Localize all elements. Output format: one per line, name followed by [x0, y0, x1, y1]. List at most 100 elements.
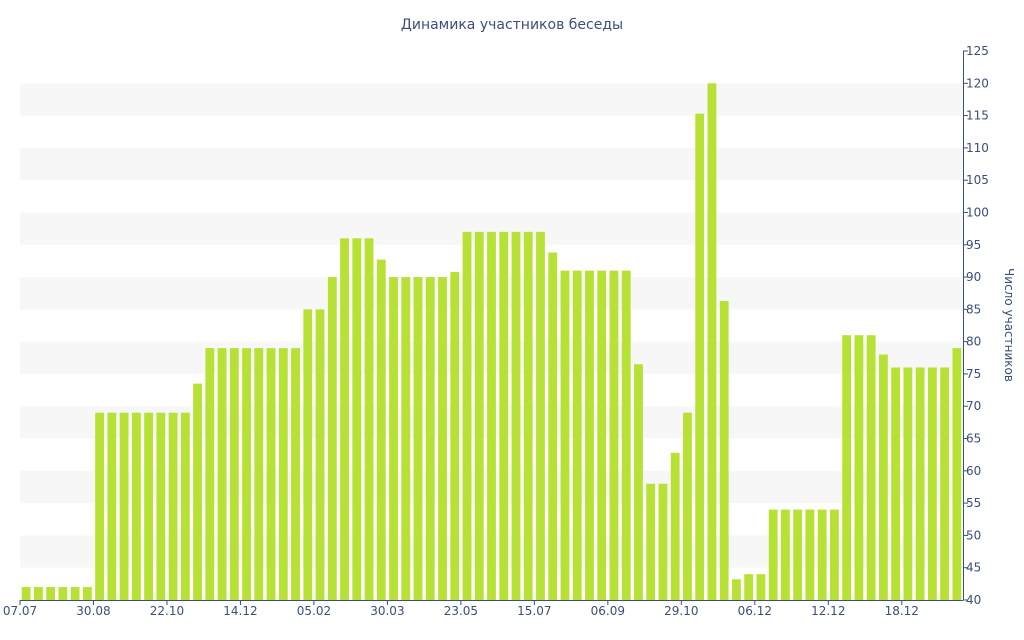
x-tick-label: 06.12: [738, 604, 772, 618]
bar: [95, 412, 105, 600]
bar: [915, 367, 925, 600]
bar: [278, 348, 288, 600]
x-tick-label: 30.08: [76, 604, 110, 618]
bar: [548, 252, 558, 600]
bar: [866, 335, 876, 600]
x-tick-label: 15.07: [517, 604, 551, 618]
bar: [927, 367, 937, 600]
x-tick-label: 06.09: [591, 604, 625, 618]
bar: [401, 277, 411, 600]
bar: [303, 309, 313, 600]
bar: [82, 587, 92, 600]
x-tick-label: 12.12: [811, 604, 845, 618]
y-tick-label: 125: [966, 44, 989, 58]
bar: [781, 509, 790, 600]
bar: [719, 300, 729, 600]
bar: [536, 231, 545, 600]
bar: [156, 412, 166, 600]
bar: [254, 348, 264, 600]
y-tick-label: 40: [966, 593, 981, 607]
y-tick-label: 90: [966, 270, 981, 284]
chart-title: Динамика участников беседы: [401, 17, 623, 33]
bar: [560, 270, 570, 600]
y-tick-label: 80: [966, 335, 981, 349]
bar: [891, 367, 901, 600]
y-axis-title: Число участников: [1002, 268, 1016, 382]
bar: [634, 364, 643, 600]
y-tick-label: 105: [966, 173, 989, 187]
bar: [474, 231, 484, 600]
bar: [695, 113, 705, 601]
bar: [523, 231, 533, 600]
bar: [364, 238, 374, 600]
y-tick-label: 100: [966, 205, 989, 219]
y-tick-label: 60: [966, 464, 981, 478]
y-tick-label: 75: [966, 367, 981, 381]
y-tick-label: 50: [966, 528, 981, 542]
bar: [425, 277, 435, 600]
bar: [58, 587, 68, 600]
bar: [597, 270, 607, 600]
bar: [744, 574, 754, 600]
x-tick-label: 14.12: [223, 604, 257, 618]
bar: [205, 348, 215, 600]
bar: [119, 412, 129, 600]
bar: [646, 483, 656, 600]
bar: [854, 335, 864, 600]
bar: [683, 412, 692, 600]
bar: [21, 587, 31, 600]
grid-band: [20, 83, 963, 116]
y-tick-label: 65: [966, 432, 981, 446]
y-tick-label: 95: [966, 238, 981, 252]
bar: [487, 231, 496, 600]
bar: [511, 231, 521, 600]
x-tick-label: 30.03: [370, 604, 404, 618]
bar: [413, 277, 423, 600]
bar: [193, 383, 202, 600]
bar: [242, 348, 251, 600]
bar: [229, 348, 239, 600]
x-tick-label: 23.05: [444, 604, 478, 618]
x-tick-label: 29.10: [664, 604, 698, 618]
bar: [830, 509, 839, 600]
x-tick-label: 07.07: [3, 604, 37, 618]
bar: [878, 354, 888, 600]
bar: [389, 277, 398, 600]
bar: [450, 271, 460, 600]
bar: [842, 335, 852, 600]
bar: [327, 277, 337, 600]
bar: [46, 587, 56, 600]
y-tick-label: 120: [966, 76, 989, 90]
bar: [107, 412, 117, 600]
bar: [266, 348, 276, 600]
grid-band: [20, 147, 963, 181]
bar: [70, 587, 80, 600]
y-tick-label: 70: [966, 399, 981, 413]
bar: [438, 277, 447, 600]
y-tick-label: 55: [966, 496, 981, 510]
bar: [903, 367, 913, 600]
bar: [462, 231, 472, 600]
bar: [340, 238, 349, 600]
bar: [658, 483, 668, 600]
bar: [670, 452, 680, 600]
x-tick-label: 18.12: [885, 604, 919, 618]
y-tick-label: 110: [966, 141, 989, 155]
bar: [756, 574, 766, 600]
y-axis: 40 45 50 55 60 65 70 75 80 85 90 95 100 105 110 115 120 1…: [963, 44, 989, 607]
bar: [180, 412, 190, 600]
bar: [940, 367, 950, 600]
bar: [609, 270, 619, 600]
x-tick-label: 22.10: [150, 604, 184, 618]
bar: [572, 270, 582, 600]
bar: [217, 348, 227, 600]
bar: [952, 348, 962, 600]
bar: [585, 270, 594, 600]
bar: [707, 83, 717, 601]
x-tick-label: 05.02: [297, 604, 331, 618]
bar: [732, 579, 741, 600]
bars: [21, 83, 962, 601]
bar: [144, 412, 153, 600]
